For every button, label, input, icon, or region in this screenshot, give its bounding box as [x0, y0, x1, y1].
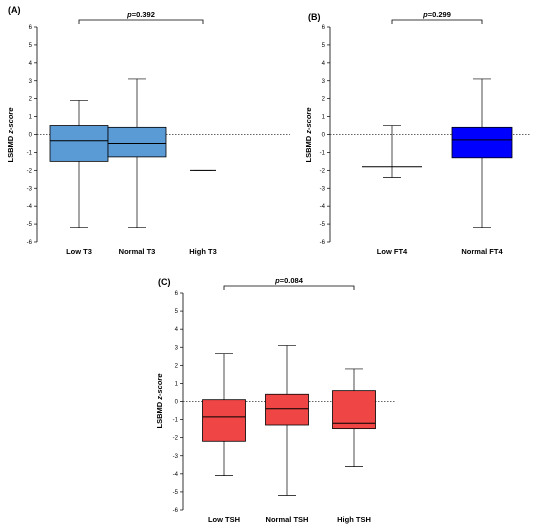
y-tick-label: 1	[175, 381, 179, 387]
y-tick-label: -5	[320, 222, 326, 228]
p-value-label: p=0.299	[422, 10, 451, 19]
comparison-bracket	[223, 285, 355, 290]
y-tick-label: -5	[27, 222, 33, 228]
p-value-label: p=0.392	[126, 10, 155, 19]
y-tick-label: -2	[173, 436, 179, 442]
panel-c-label: (C)	[158, 277, 171, 287]
box-iqr	[49, 125, 109, 162]
x-category-label: Low TSH	[208, 515, 240, 524]
y-tick-label: -5	[173, 490, 179, 496]
y-tick-label: 6	[322, 25, 326, 31]
y-tick-label: 1	[322, 115, 326, 121]
y-tick-label: -3	[173, 454, 179, 460]
box-low-t3	[49, 100, 109, 229]
y-tick-label: 3	[175, 345, 179, 351]
y-tick-label: 6	[175, 291, 179, 297]
y-tick-label: 2	[175, 363, 179, 369]
x-category-label: Low T3	[66, 247, 92, 256]
y-tick-label: 5	[322, 43, 326, 49]
y-tick-label: 0	[175, 400, 179, 406]
y-tick-label: -6	[173, 508, 179, 514]
y-tick-label: -6	[320, 240, 326, 246]
box-normal-tsh	[265, 345, 309, 496]
y-tick-label: -4	[173, 472, 179, 478]
box-iqr	[265, 393, 309, 426]
y-tick-label: -1	[27, 150, 33, 156]
comparison-bracket	[78, 19, 204, 24]
box-normal-ft4	[451, 78, 513, 229]
y-axis-label: LSBMD z-score	[155, 373, 164, 428]
x-category-label: Normal T3	[119, 247, 156, 256]
y-axis-label: LSBMD z-score	[304, 107, 313, 162]
y-tick-label: 4	[322, 61, 326, 67]
box-low-ft4	[362, 125, 422, 178]
box-iqr	[202, 399, 246, 442]
box-high-tsh	[332, 368, 376, 467]
y-tick-label: -4	[320, 204, 326, 210]
y-tick-label: -2	[320, 168, 326, 174]
y-tick-label: 5	[29, 43, 33, 49]
x-category-label: High T3	[189, 247, 217, 256]
y-tick-label: 0	[322, 133, 326, 139]
y-tick-label: 2	[322, 97, 326, 103]
y-tick-label: 2	[29, 97, 33, 103]
x-category-label: Normal FT4	[461, 247, 503, 256]
x-category-label: High TSH	[337, 515, 371, 524]
y-tick-label: -1	[320, 150, 326, 156]
x-category-label: Low FT4	[377, 247, 408, 256]
box-iqr	[332, 390, 376, 430]
panel-c: (C) -6 -5 -4 -3 -2 -1 0 1 2 3 4 5 6 LSBMD z-score Low …	[155, 276, 395, 524]
y-tick-label: -3	[320, 186, 326, 192]
y-tick-label: 5	[175, 309, 179, 315]
y-tick-label: 0	[29, 133, 33, 139]
y-tick-label: 4	[29, 61, 33, 67]
y-tick-label: 4	[175, 327, 179, 333]
y-tick-label: -3	[27, 186, 33, 192]
y-tick-label: 6	[29, 25, 33, 31]
y-tick-label: 3	[322, 79, 326, 85]
x-category-label: Normal TSH	[266, 515, 309, 524]
y-tick-label: -1	[173, 418, 179, 424]
y-tick-label: 3	[29, 79, 33, 85]
panel-b: (B) -6 -5 -4 -3 -2 -1 0 1 2 3 4 5 6 LSBMD z-score Low …	[304, 10, 530, 256]
y-tick-label: -2	[27, 168, 33, 174]
y-tick-label: -4	[27, 204, 33, 210]
y-axis-label: LSBMD z-score	[6, 107, 15, 162]
panel-a-label: (A)	[8, 5, 21, 15]
comparison-bracket	[391, 19, 483, 24]
box-normal-t3	[107, 78, 167, 229]
box-iqr	[451, 126, 513, 159]
box-low-tsh	[202, 353, 246, 476]
p-value-label: p=0.084	[274, 276, 304, 285]
panel-b-label: (B)	[308, 12, 321, 22]
box-iqr	[107, 126, 167, 158]
y-tick-label: 1	[29, 115, 33, 121]
y-tick-label: -6	[27, 240, 33, 246]
panel-a: (A) -6 -5 -4 -3 -2 -1 0 1 2 3 4 5 6 LSBMD z-score Low …	[6, 5, 290, 256]
